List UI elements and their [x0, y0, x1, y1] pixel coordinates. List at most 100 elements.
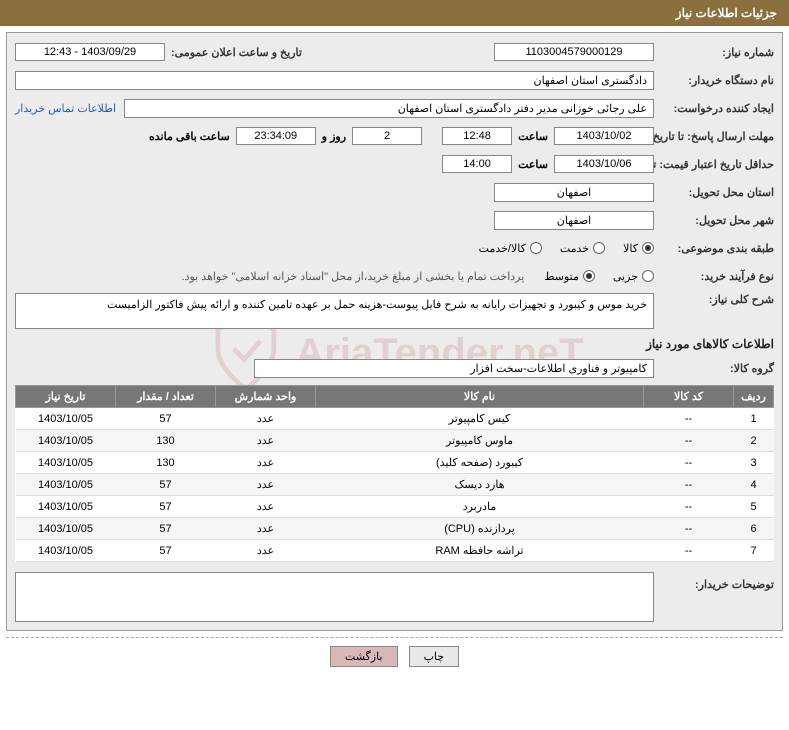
table-cell: 3: [734, 452, 774, 474]
print-button[interactable]: چاپ: [409, 646, 460, 667]
table-cell: ماوس کامپیوتر: [316, 430, 644, 452]
response-time-label: ساعت: [512, 130, 554, 143]
remaining-suffix: ساعت باقی مانده: [143, 130, 236, 143]
requester-value: علی رجائی خوزانی مدیر دفتر دادگستری استا…: [124, 99, 654, 118]
delivery-city-value: اصفهان: [494, 211, 654, 230]
buyer-org-value: دادگستری استان اصفهان: [15, 71, 654, 90]
table-cell: --: [644, 408, 734, 430]
price-validity-label: حداقل تاریخ اعتبار قیمت: تا تاریخ:: [654, 158, 774, 171]
table-cell: 1403/10/05: [16, 518, 116, 540]
response-deadline-label: مهلت ارسال پاسخ: تا تاریخ:: [654, 130, 774, 143]
table-row: 2--ماوس کامپیوترعدد1301403/10/05: [16, 430, 774, 452]
radio-icon: [593, 242, 605, 254]
goods-table: ردیفکد کالانام کالاواحد شمارشتعداد / مقد…: [15, 385, 774, 562]
response-time-remaining: 23:34:09: [236, 127, 316, 145]
table-header-cell: نام کالا: [316, 386, 644, 408]
buyer-notes-value: [15, 572, 654, 622]
table-cell: 4: [734, 474, 774, 496]
radio-icon: [642, 270, 654, 282]
table-cell: 5: [734, 496, 774, 518]
table-cell: کیس کامپیوتر: [316, 408, 644, 430]
radio-label: جزیی: [613, 270, 638, 283]
purchase-type-radio-group: جزیی متوسط: [544, 270, 654, 283]
table-cell: 1403/10/05: [16, 408, 116, 430]
table-cell: 57: [116, 474, 216, 496]
panel-title: جزئیات اطلاعات نیاز: [676, 6, 777, 20]
table-cell: 130: [116, 430, 216, 452]
response-deadline-date: 1403/10/02: [554, 127, 654, 145]
table-header-cell: ردیف: [734, 386, 774, 408]
radio-icon: [642, 242, 654, 254]
subject-class-label: طبقه بندی موضوعی:: [654, 242, 774, 255]
announce-datetime-label: تاریخ و ساعت اعلان عمومی:: [165, 46, 302, 59]
price-validity-time: 14:00: [442, 155, 512, 173]
price-validity-date: 1403/10/06: [554, 155, 654, 173]
purchase-type-label: نوع فرآیند خرید:: [654, 270, 774, 283]
table-cell: تراشه حافظه RAM: [316, 540, 644, 562]
radio-icon: [583, 270, 595, 282]
table-cell: 1403/10/05: [16, 430, 116, 452]
days-suffix: روز و: [316, 130, 352, 143]
table-cell: 57: [116, 408, 216, 430]
subject-class-option[interactable]: خدمت: [560, 242, 605, 255]
contact-buyer-link[interactable]: اطلاعات تماس خریدار: [15, 102, 116, 115]
table-row: 3--کیبورد (صفحه کلید)عدد1301403/10/05: [16, 452, 774, 474]
table-header-cell: واحد شمارش: [216, 386, 316, 408]
table-row: 1--کیس کامپیوترعدد571403/10/05: [16, 408, 774, 430]
table-cell: عدد: [216, 452, 316, 474]
table-cell: عدد: [216, 540, 316, 562]
buyer-org-label: نام دستگاه خریدار:: [654, 74, 774, 87]
table-row: 7--تراشه حافظه RAMعدد571403/10/05: [16, 540, 774, 562]
table-cell: 57: [116, 518, 216, 540]
subject-class-option[interactable]: کالا/خدمت: [479, 242, 542, 255]
table-cell: 7: [734, 540, 774, 562]
requester-label: ایجاد کننده درخواست:: [654, 102, 774, 115]
button-bar: چاپ بازگشت: [6, 637, 783, 675]
back-button[interactable]: بازگشت: [330, 646, 398, 667]
table-cell: 6: [734, 518, 774, 540]
table-cell: 1403/10/05: [16, 452, 116, 474]
table-cell: 57: [116, 496, 216, 518]
price-time-label: ساعت: [512, 158, 554, 171]
table-header-cell: کد کالا: [644, 386, 734, 408]
table-cell: عدد: [216, 408, 316, 430]
table-cell: عدد: [216, 474, 316, 496]
radio-label: خدمت: [560, 242, 589, 255]
delivery-province-value: اصفهان: [494, 183, 654, 202]
subject-class-radio-group: کالا خدمت کالا/خدمت: [479, 242, 654, 255]
table-row: 5--مادربردعدد571403/10/05: [16, 496, 774, 518]
announce-datetime-value: 1403/09/29 - 12:43: [15, 43, 165, 61]
radio-label: متوسط: [544, 270, 579, 283]
table-header-cell: تاریخ نیاز: [16, 386, 116, 408]
goods-section-title: اطلاعات کالاهای مورد نیاز: [15, 337, 774, 351]
goods-group-label: گروه کالا:: [654, 362, 774, 375]
table-cell: --: [644, 540, 734, 562]
general-desc-label: شرح کلی نیاز:: [654, 293, 774, 306]
table-cell: --: [644, 430, 734, 452]
table-cell: 1403/10/05: [16, 496, 116, 518]
delivery-province-label: استان محل تحویل:: [654, 186, 774, 199]
table-row: 6--پردازنده (CPU)عدد571403/10/05: [16, 518, 774, 540]
buyer-notes-label: توضیحات خریدار:: [654, 572, 774, 622]
table-cell: 1403/10/05: [16, 474, 116, 496]
general-desc-value: خرید موس و کیبورد و تجهیزات رایانه به شر…: [15, 293, 654, 329]
radio-label: کالا/خدمت: [479, 242, 526, 255]
purchase-type-option[interactable]: متوسط: [544, 270, 595, 283]
table-cell: --: [644, 474, 734, 496]
need-number-value: 1103004579000129: [494, 43, 654, 61]
table-cell: هارد دیسک: [316, 474, 644, 496]
table-cell: --: [644, 452, 734, 474]
purchase-type-note: پرداخت تمام یا بخشی از مبلغ خرید،از محل …: [182, 270, 525, 283]
table-cell: 1: [734, 408, 774, 430]
table-cell: مادربرد: [316, 496, 644, 518]
purchase-type-option[interactable]: جزیی: [613, 270, 654, 283]
table-cell: 2: [734, 430, 774, 452]
need-number-label: شماره نیاز:: [654, 46, 774, 59]
table-cell: --: [644, 518, 734, 540]
subject-class-option[interactable]: کالا: [623, 242, 654, 255]
content-panel: AriaTender.neT شماره نیاز: 1103004579000…: [6, 32, 783, 631]
table-cell: عدد: [216, 496, 316, 518]
table-row: 4--هارد دیسکعدد571403/10/05: [16, 474, 774, 496]
table-cell: پردازنده (CPU): [316, 518, 644, 540]
response-days-remaining: 2: [352, 127, 422, 145]
